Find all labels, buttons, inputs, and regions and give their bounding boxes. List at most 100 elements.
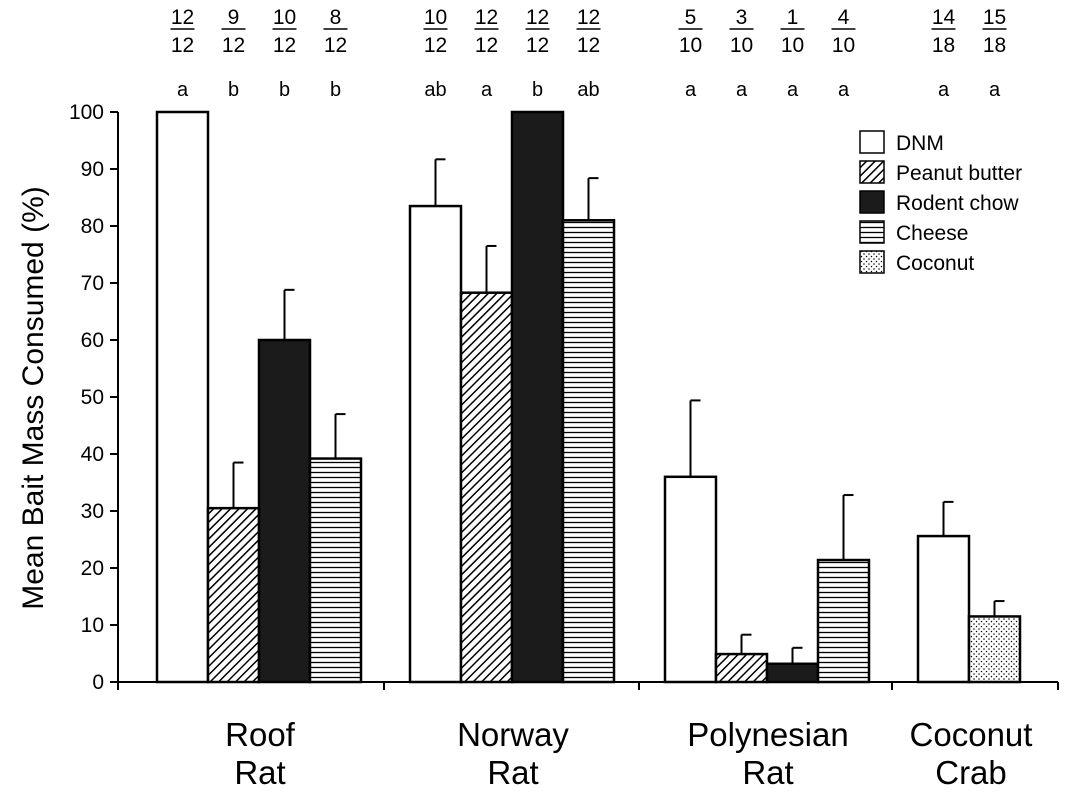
ratio-numerator: 14 [932, 6, 956, 29]
group-label-line: Coconut [910, 716, 1033, 753]
y-tick-label: 10 [81, 614, 104, 637]
ratio-denominator: 12 [222, 34, 245, 57]
y-tick-label: 60 [81, 329, 104, 352]
bars: a 12 12 b 9 12 b 10 12 b 8 12 ab 10 12 a 12 12 b 12 12 ab 12 12… [155, 6, 1022, 684]
significance-letter: a [787, 79, 799, 101]
ratio-numerator: 12 [577, 6, 600, 29]
ratio-numerator: 10 [273, 6, 296, 29]
y-tick-label: 90 [81, 158, 104, 181]
ratio-numerator: 5 [685, 6, 697, 29]
y-tick-label: 100 [69, 101, 104, 124]
group-label-line: Norway [457, 716, 569, 753]
bar-group-item: b 10 12 [257, 6, 312, 684]
ratio-numerator: 9 [228, 6, 240, 29]
bar [561, 219, 616, 684]
bar [916, 534, 971, 684]
bar [510, 110, 565, 684]
group-label: Norway Rat [457, 716, 569, 791]
bar-group-item: ab 12 12 [561, 6, 616, 684]
ratio-denominator: 10 [679, 34, 702, 57]
significance-letter: a [177, 79, 189, 101]
legend-item: Rodent chow [859, 190, 1019, 215]
ratio-numerator: 15 [983, 6, 1006, 29]
significance-letter: ab [424, 79, 446, 101]
legend-swatch [859, 190, 885, 214]
bar-group-item: a 14 18 [916, 6, 971, 684]
legend-label: Peanut butter [896, 162, 1022, 185]
bar-group-item: a 15 18 [967, 6, 1022, 684]
y-tick-label: 0 [92, 671, 104, 694]
ratio-numerator: 12 [526, 6, 549, 29]
bar-group-item: a 1 10 [765, 6, 820, 684]
group-label-line: Rat [234, 754, 285, 791]
bar [206, 506, 261, 684]
bar [816, 558, 871, 684]
significance-letter: a [685, 79, 697, 101]
significance-letter: a [838, 79, 850, 101]
ratio-denominator: 12 [324, 34, 347, 57]
ratio-denominator: 18 [932, 34, 955, 57]
ratio-numerator: 3 [736, 6, 748, 29]
bar-group-item: ab 10 12 [408, 6, 463, 684]
bar [257, 338, 312, 684]
legend-swatch [859, 130, 885, 154]
group-label: Polynesian Rat [687, 716, 848, 791]
bar-group-item: b 8 12 [308, 6, 363, 684]
ratio-denominator: 12 [273, 34, 296, 57]
ratio-denominator: 12 [424, 34, 447, 57]
ratio-denominator: 10 [730, 34, 753, 57]
legend-item: Cheese [859, 220, 968, 245]
bar [714, 652, 769, 684]
significance-letter: b [228, 79, 239, 101]
bar [765, 662, 820, 684]
legend-item: Peanut butter [859, 160, 1022, 185]
ratio-denominator: 12 [526, 34, 549, 57]
significance-letter: a [481, 79, 493, 101]
bar [459, 291, 514, 684]
legend-label: Cheese [896, 222, 968, 245]
significance-letter: b [532, 79, 543, 101]
group-label: Coconut Crab [910, 716, 1033, 791]
legend-label: Rodent chow [896, 192, 1019, 215]
significance-letter: a [938, 79, 950, 101]
significance-letter: a [989, 79, 1001, 101]
ratio-numerator: 10 [424, 6, 447, 29]
bar [663, 475, 718, 684]
bar-group-item: a 4 10 [816, 6, 871, 684]
bar [408, 204, 463, 684]
ratio-numerator: 1 [787, 6, 799, 29]
group-label-line: Polynesian [687, 716, 848, 753]
ratio-numerator: 8 [330, 6, 342, 29]
legend-swatch [859, 160, 885, 184]
ratio-denominator: 12 [475, 34, 498, 57]
bar-group-item: a 5 10 [663, 6, 718, 684]
group-label: Roof Rat [225, 716, 296, 791]
bar-group-item: a 12 12 [155, 6, 210, 684]
significance-letter: a [736, 79, 748, 101]
bar [967, 615, 1022, 684]
group-label-line: Roof [225, 716, 296, 753]
ratio-numerator: 12 [475, 6, 498, 29]
y-tick-label: 70 [81, 272, 104, 295]
legend-item: Coconut [859, 250, 974, 275]
bar-group-item: a 3 10 [714, 6, 769, 684]
ratio-denominator: 10 [832, 34, 855, 57]
ratio-denominator: 10 [781, 34, 804, 57]
significance-letter: b [279, 79, 290, 101]
bar-group-item: b 12 12 [510, 6, 565, 684]
ratio-denominator: 12 [171, 34, 194, 57]
group-label-line: Rat [487, 754, 538, 791]
legend-item: DNM [859, 130, 944, 155]
significance-letter: b [330, 79, 341, 101]
legend-label: Coconut [896, 252, 974, 275]
y-tick-label: 40 [81, 443, 104, 466]
group-label-line: Rat [742, 754, 793, 791]
y-tick-label: 20 [81, 557, 104, 580]
bar-group-item: a 12 12 [459, 6, 514, 684]
significance-letter: ab [577, 79, 599, 101]
bar-group-item: b 9 12 [206, 6, 261, 684]
legend-swatch [859, 250, 885, 274]
bar [155, 110, 210, 684]
